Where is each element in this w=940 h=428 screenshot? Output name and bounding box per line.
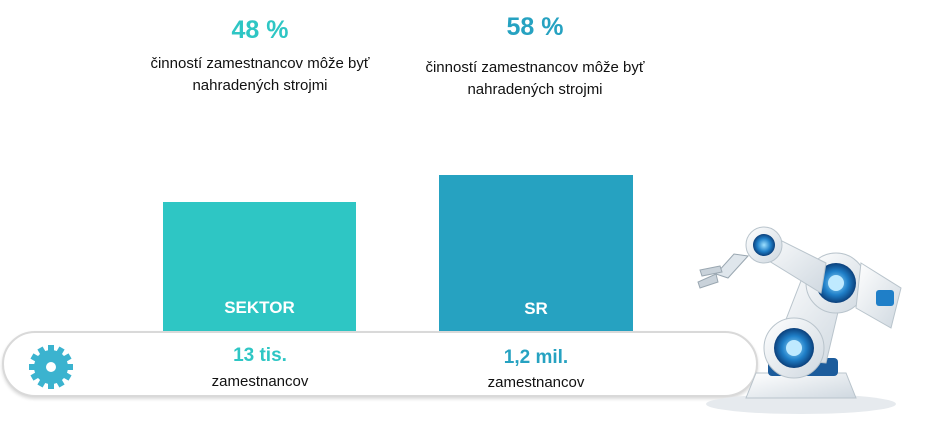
count-sektor: 13 tis. xyxy=(233,345,287,366)
conveyor-belt xyxy=(2,331,758,397)
description-sr: činností zamestnancov môže byť nahradený… xyxy=(385,57,685,101)
gear-tooth xyxy=(61,371,72,381)
count-sr: 1,2 mil. xyxy=(503,347,569,368)
description-sr-line1: činností zamestnancov môže byť xyxy=(425,59,645,76)
gear-tooth xyxy=(37,346,47,357)
gear-tooth xyxy=(55,346,65,357)
gear-icon xyxy=(29,345,73,389)
gear-tooth xyxy=(29,364,37,370)
gear-tooth xyxy=(55,377,65,388)
gear-tooth xyxy=(37,377,47,388)
bar-sektor: SEKTOR xyxy=(163,202,356,332)
gear-tooth xyxy=(30,353,41,363)
description-sektor-line2: nahradených strojmi xyxy=(192,77,328,94)
gear-tooth xyxy=(61,353,72,363)
gear-tooth xyxy=(30,371,41,381)
bar-label-sektor: SEKTOR xyxy=(224,298,295,317)
bar-sr: SR xyxy=(439,175,633,332)
gear-tooth xyxy=(65,364,73,370)
gear-tooth xyxy=(48,345,54,353)
bar-label-sr: SR xyxy=(524,299,548,318)
value-label-sektor: 48 % xyxy=(231,16,289,44)
description-sektor: činností zamestnancov môže byť nahradený… xyxy=(110,53,410,97)
description-sr-line2: nahradených strojmi xyxy=(467,81,603,98)
gear-tooth xyxy=(48,381,54,389)
value-label-sr: 58 % xyxy=(506,13,564,41)
count-unit-sr: zamestnancov xyxy=(487,374,585,391)
robot-arm-icon xyxy=(697,226,902,414)
count-unit-sektor: zamestnancov xyxy=(211,373,309,390)
description-sektor-line1: činností zamestnancov môže byť xyxy=(150,55,370,72)
